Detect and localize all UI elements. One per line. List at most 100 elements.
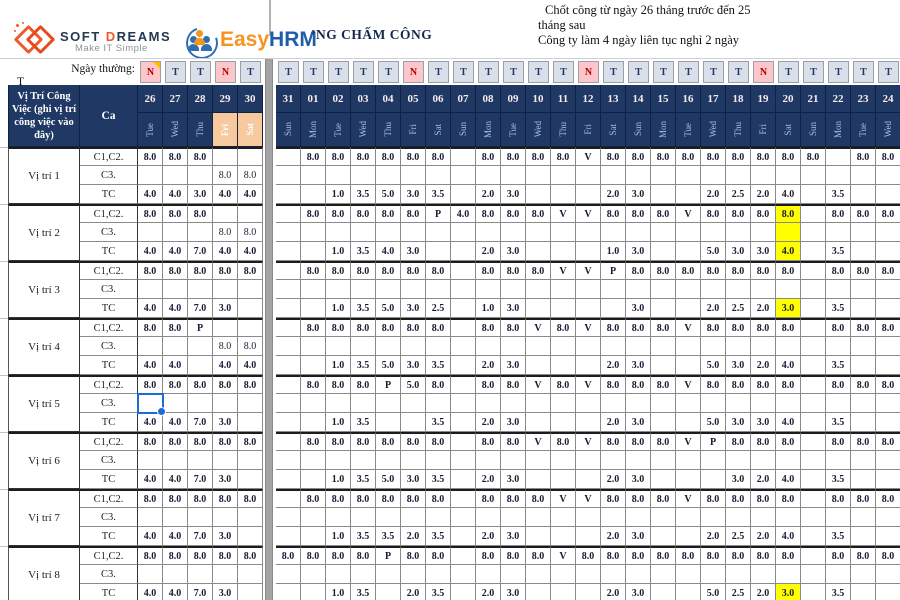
sheet-cell-d26[interactable]: 8.0	[138, 489, 163, 508]
sheet-cell-d07[interactable]	[451, 242, 476, 261]
sheet-cell-d05[interactable]: 8.0	[401, 318, 426, 337]
sheet-cell-d21[interactable]	[801, 489, 826, 508]
sheet-cell-d10[interactable]	[526, 280, 551, 299]
sheet-cell-d22[interactable]: 3.5	[826, 185, 851, 204]
sheet-cell-d29[interactable]	[213, 565, 238, 584]
sheet-cell-d22[interactable]: 8.0	[826, 318, 851, 337]
sheet-cell-d10[interactable]	[526, 337, 551, 356]
col-header-dow-20[interactable]: Sat	[776, 113, 801, 147]
sheet-cell-d30[interactable]	[238, 584, 263, 600]
sheet-cell-d14[interactable]	[626, 508, 651, 527]
sheet-cell-d04[interactable]: 8.0	[376, 204, 401, 223]
col-header-day-21[interactable]: 21	[801, 85, 826, 113]
sheet-cell-d08[interactable]: 8.0	[476, 489, 501, 508]
sheet-cell-d07[interactable]	[451, 394, 476, 413]
sheet-cell-d14[interactable]: 8.0	[626, 204, 651, 223]
sheet-cell-d22[interactable]: 3.5	[826, 242, 851, 261]
sheet-cell-d12[interactable]	[576, 470, 601, 489]
sheet-cell-d04[interactable]: 5.0	[376, 356, 401, 375]
sheet-cell-d30[interactable]: 8.0	[238, 432, 263, 451]
row-group-label[interactable]: Vị trí 4	[8, 318, 80, 375]
sheet-cell-d23[interactable]	[851, 280, 876, 299]
sheet-cell-d19[interactable]	[751, 451, 776, 470]
sheet-cell-d19[interactable]	[751, 394, 776, 413]
sheet-cell-d06[interactable]: 3.5	[426, 584, 451, 600]
sheet-cell-d08[interactable]	[476, 280, 501, 299]
sheet-cell-d31[interactable]	[276, 413, 301, 432]
sheet-cell-d12[interactable]	[576, 527, 601, 546]
daytype-cell-20[interactable]: T	[776, 59, 801, 85]
sheet-cell-d15[interactable]: 8.0	[651, 204, 676, 223]
col-header-day-27[interactable]: 27	[163, 85, 188, 113]
col-header-dow-28[interactable]: Thu	[188, 113, 213, 147]
sheet-cell-d12[interactable]	[576, 337, 601, 356]
sheet-cell-d16[interactable]: V	[676, 204, 701, 223]
sheet-cell-d14[interactable]: 3.0	[626, 299, 651, 318]
sheet-cell-d28[interactable]	[188, 394, 213, 413]
sheet-cell-d24[interactable]	[876, 451, 900, 470]
sheet-cell-d16[interactable]	[676, 242, 701, 261]
sheet-cell-d15[interactable]	[651, 356, 676, 375]
sheet-cell-d06[interactable]	[426, 280, 451, 299]
sheet-cell-d30[interactable]	[238, 394, 263, 413]
sheet-cell-d23[interactable]	[851, 242, 876, 261]
sheet-cell-d10[interactable]	[526, 185, 551, 204]
sheet-cell-d13[interactable]: 2.0	[601, 527, 626, 546]
shift-label-cell[interactable]: C1,C2.	[80, 318, 138, 337]
col-header-dow-23[interactable]: Tue	[851, 113, 876, 147]
sheet-cell-d06[interactable]: 3.5	[426, 527, 451, 546]
sheet-cell-d13[interactable]: 2.0	[601, 356, 626, 375]
sheet-cell-d14[interactable]: 3.0	[626, 527, 651, 546]
sheet-cell-d03[interactable]: 3.5	[351, 413, 376, 432]
daytype-cell-03[interactable]: T	[351, 59, 376, 85]
sheet-cell-d13[interactable]: 2.0	[601, 413, 626, 432]
sheet-cell-d23[interactable]	[851, 451, 876, 470]
sheet-cell-d02[interactable]: 1.0	[326, 584, 351, 600]
sheet-cell-d07[interactable]	[451, 166, 476, 185]
sheet-cell-d19[interactable]: 3.0	[751, 242, 776, 261]
sheet-cell-d17[interactable]	[701, 280, 726, 299]
sheet-cell-d26[interactable]: 4.0	[138, 242, 163, 261]
sheet-cell-d27[interactable]: 4.0	[163, 584, 188, 600]
sheet-cell-d05[interactable]: 3.0	[401, 470, 426, 489]
sheet-cell-d15[interactable]	[651, 223, 676, 242]
sheet-cell-d06[interactable]	[426, 166, 451, 185]
sheet-cell-d07[interactable]	[451, 546, 476, 565]
sheet-cell-d08[interactable]: 8.0	[476, 432, 501, 451]
daytype-cell-13[interactable]: T	[601, 59, 626, 85]
sheet-cell-d05[interactable]: 5.0	[401, 375, 426, 394]
sheet-cell-d19[interactable]: 8.0	[751, 489, 776, 508]
sheet-cell-d05[interactable]	[401, 565, 426, 584]
sheet-cell-d13[interactable]	[601, 166, 626, 185]
sheet-cell-d28[interactable]: 7.0	[188, 470, 213, 489]
sheet-cell-d02[interactable]: 8.0	[326, 204, 351, 223]
sheet-cell-d14[interactable]: 8.0	[626, 261, 651, 280]
sheet-cell-d08[interactable]: 2.0	[476, 185, 501, 204]
sheet-cell-d16[interactable]: V	[676, 318, 701, 337]
sheet-cell-d27[interactable]: 8.0	[163, 375, 188, 394]
sheet-cell-d09[interactable]: 3.0	[501, 356, 526, 375]
sheet-cell-d26[interactable]	[138, 451, 163, 470]
sheet-cell-d18[interactable]	[726, 508, 751, 527]
sheet-cell-d02[interactable]	[326, 223, 351, 242]
sheet-cell-d31[interactable]	[276, 318, 301, 337]
daytype-cell-28[interactable]: T	[188, 59, 213, 85]
daytype-cell-19[interactable]: N	[751, 59, 776, 85]
sheet-cell-d13[interactable]	[601, 451, 626, 470]
sheet-cell-d01[interactable]	[301, 166, 326, 185]
sheet-cell-d11[interactable]	[551, 584, 576, 600]
sheet-cell-d19[interactable]: 2.0	[751, 584, 776, 600]
sheet-cell-d22[interactable]	[826, 147, 851, 166]
col-header-dow-16[interactable]: Tue	[676, 113, 701, 147]
sheet-cell-d13[interactable]: 2.0	[601, 584, 626, 600]
sheet-cell-d26[interactable]: 8.0	[138, 147, 163, 166]
sheet-cell-d02[interactable]	[326, 394, 351, 413]
sheet-cell-d17[interactable]: 2.0	[701, 299, 726, 318]
sheet-cell-d05[interactable]: 8.0	[401, 261, 426, 280]
sheet-cell-d14[interactable]: 8.0	[626, 432, 651, 451]
shift-label-cell[interactable]: C3.	[80, 223, 138, 242]
row-group-label[interactable]: Vị trí 3	[8, 261, 80, 318]
sheet-cell-d19[interactable]	[751, 508, 776, 527]
col-header-day-09[interactable]: 09	[501, 85, 526, 113]
sheet-cell-d02[interactable]: 1.0	[326, 413, 351, 432]
